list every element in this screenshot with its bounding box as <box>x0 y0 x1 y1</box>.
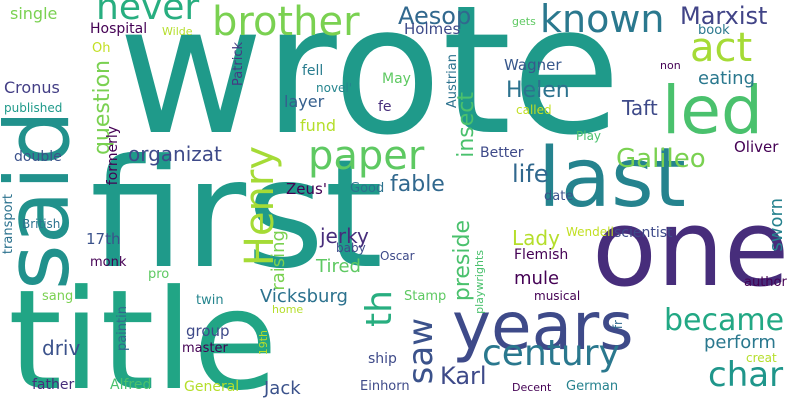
cloud-word: Hospital <box>90 21 148 37</box>
cloud-word: novel' <box>316 81 353 95</box>
cloud-word: creat <box>746 351 777 365</box>
cloud-word: saw <box>401 318 441 385</box>
cloud-word: author <box>744 275 787 290</box>
cloud-word: Galileo <box>616 144 706 174</box>
cloud-word: home <box>272 303 304 316</box>
cloud-word: fe <box>378 99 392 115</box>
cloud-word: Alfred <box>110 377 152 393</box>
cloud-word: layer <box>284 92 325 111</box>
cloud-word: Tired <box>316 256 361 277</box>
cloud-word: Karl <box>440 362 487 390</box>
cloud-word: eating <box>698 68 755 89</box>
cloud-word: non <box>660 59 681 72</box>
cloud-word: raising <box>268 230 289 291</box>
cloud-word: Austrian <box>445 54 460 109</box>
cloud-word: published <box>4 101 63 115</box>
cloud-word: father <box>32 377 75 393</box>
cloud-word: May <box>382 71 411 87</box>
cloud-word: Wendell <box>566 225 614 239</box>
cloud-word: double <box>14 149 62 165</box>
cloud-word: paper <box>308 133 425 179</box>
cloud-word: ship <box>368 351 397 367</box>
cloud-word: sworn <box>766 198 787 252</box>
cloud-word: playwrights <box>473 250 486 314</box>
cloud-word: fr <box>611 320 625 330</box>
cloud-word: Decent <box>512 381 552 394</box>
cloud-word: act <box>690 25 753 71</box>
cloud-word: Vicksburg <box>260 286 348 307</box>
cloud-word: mule <box>514 268 560 289</box>
cloud-word: last <box>538 131 686 226</box>
cloud-word: century <box>482 333 620 374</box>
cloud-word: monk <box>90 255 127 270</box>
cloud-word: Lady <box>512 226 560 250</box>
cloud-word: book <box>698 23 730 38</box>
cloud-word: brother <box>212 0 360 45</box>
cloud-word: sang <box>42 289 74 304</box>
cloud-word: organizat <box>128 142 222 166</box>
cloud-word: Holmes <box>404 20 461 38</box>
cloud-word: known <box>540 0 665 41</box>
cloud-word: pro <box>148 267 170 282</box>
cloud-word: preside <box>450 220 475 302</box>
cloud-word: master <box>182 341 228 356</box>
cloud-word: Cronus <box>4 78 60 97</box>
cloud-word: 17th <box>86 230 121 248</box>
cloud-word: Play <box>576 129 602 143</box>
cloud-word: fund <box>300 116 337 135</box>
cloud-word: Marxist <box>680 2 768 30</box>
cloud-word: transport <box>1 194 16 255</box>
cloud-word: twin <box>196 293 224 308</box>
cloud-word: title <box>8 260 278 400</box>
cloud-word: perform <box>704 332 776 353</box>
cloud-word: fell <box>302 63 324 79</box>
cloud-word: Better <box>480 145 524 161</box>
cloud-word: life <box>512 160 549 188</box>
cloud-word: Aesop <box>398 2 472 30</box>
cloud-word: German <box>566 379 619 394</box>
cloud-word: first <box>90 128 384 302</box>
cloud-word: Jack <box>264 378 301 399</box>
cloud-word: one <box>592 187 790 310</box>
cloud-word: never <box>96 0 200 28</box>
cloud-word: Patrick <box>231 42 246 86</box>
cloud-word: British <box>22 217 61 231</box>
cloud-word: Oh <box>92 41 111 56</box>
cloud-word: baby <box>336 241 366 255</box>
cloud-word: Stamp <box>404 289 447 304</box>
cloud-word: group <box>186 322 230 340</box>
cloud-word: Helen <box>506 78 570 103</box>
cloud-word: Zeus' <box>286 180 327 198</box>
cloud-word: became <box>664 303 785 338</box>
cloud-word: Good <box>350 181 385 196</box>
cloud-word: Oscar <box>380 249 415 263</box>
cloud-word: driv <box>42 336 81 360</box>
cloud-word: General <box>184 379 240 395</box>
cloud-word: single <box>10 4 58 23</box>
cloud-word: years <box>452 288 634 365</box>
cloud-word: paintin <box>115 306 130 352</box>
cloud-word: musical <box>534 289 581 303</box>
cloud-word: wrote <box>118 0 622 174</box>
cloud-word: 19th <box>257 330 270 356</box>
cloud-word: Flemish <box>514 247 569 263</box>
cloud-word: jerky <box>320 224 369 248</box>
cloud-word: Oliver <box>734 138 779 156</box>
cloud-word: fable <box>390 172 445 197</box>
cloud-word: char <box>708 355 784 395</box>
cloud-word: Wagner <box>504 56 562 74</box>
cloud-word: formerly <box>105 126 121 186</box>
cloud-word: th <box>359 290 400 327</box>
cloud-word: date <box>544 189 574 204</box>
cloud-word: gets <box>512 15 536 28</box>
cloud-word: Einhorn <box>360 379 410 394</box>
cloud-word: called <box>516 103 552 117</box>
cloud-word: led <box>662 72 763 149</box>
cloud-word: scientist <box>614 225 673 241</box>
cloud-word: Wilde <box>162 25 193 38</box>
cloud-word: Taft <box>622 96 658 120</box>
